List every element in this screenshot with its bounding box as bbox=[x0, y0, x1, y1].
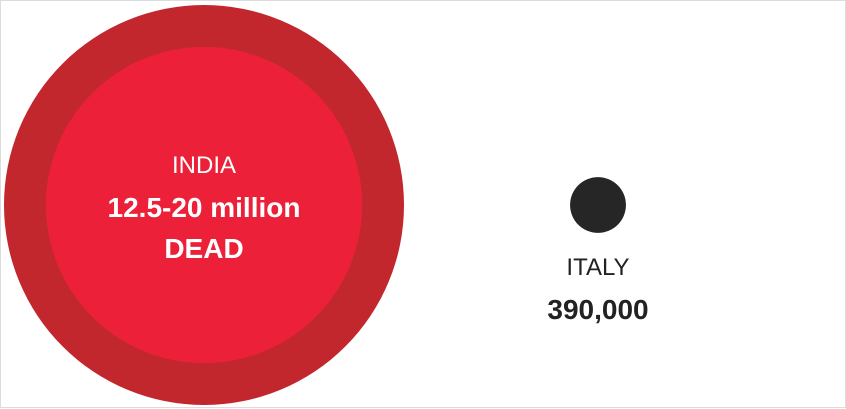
india-low-estimate-circle bbox=[45, 46, 363, 364]
italy-country-label: ITALY bbox=[566, 254, 629, 281]
india-country-label: INDIA bbox=[172, 152, 236, 179]
italy-value-label: 390,000 bbox=[547, 294, 648, 325]
india-dead-label: DEAD bbox=[164, 233, 243, 264]
india-value-label: 12.5-20 million bbox=[108, 192, 301, 223]
italy-circle bbox=[570, 177, 626, 233]
